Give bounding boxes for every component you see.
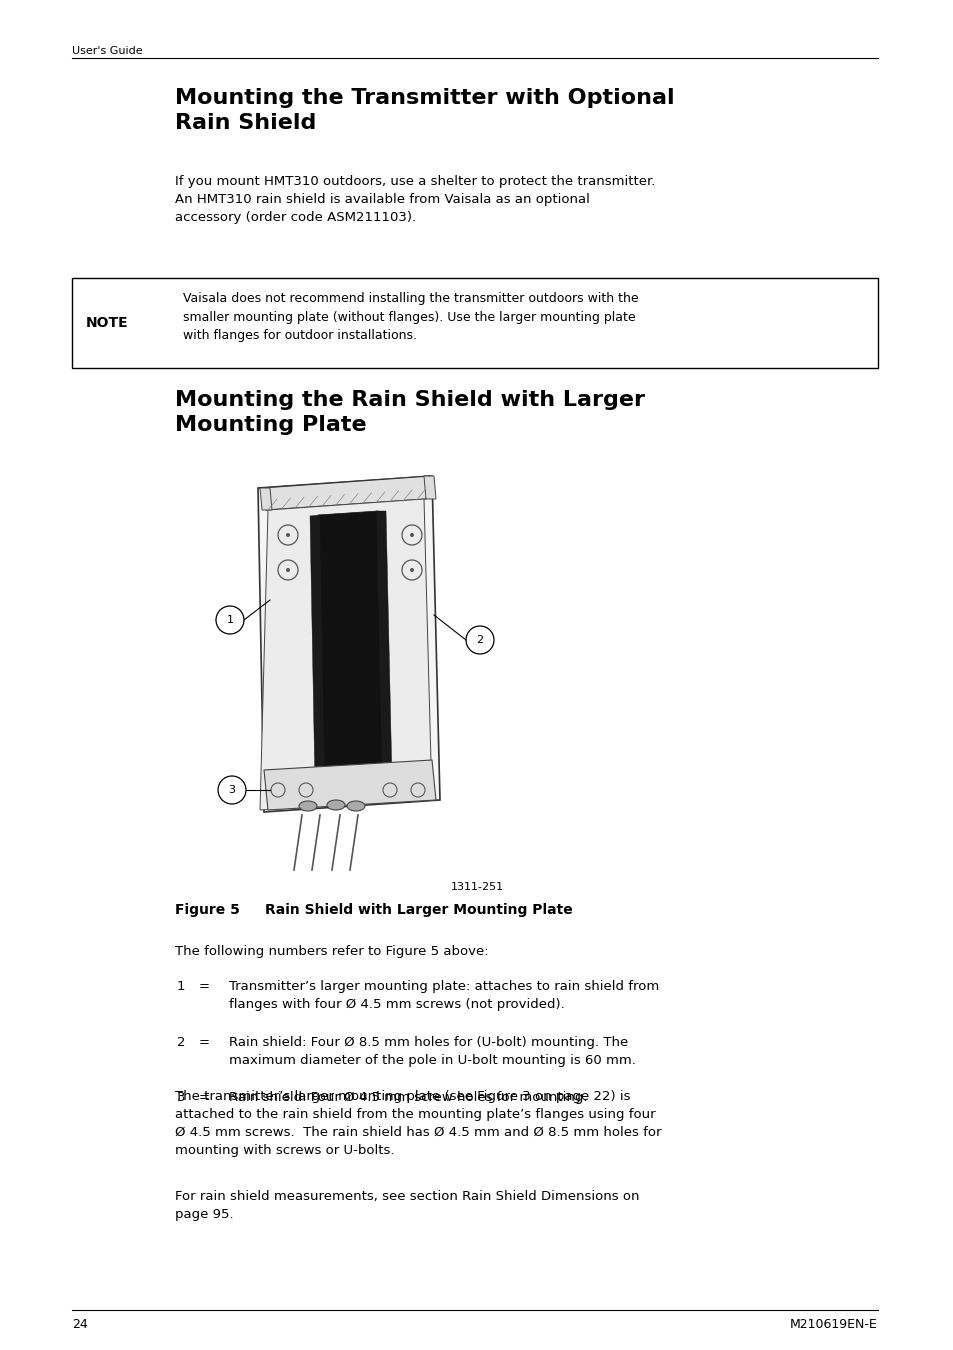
Bar — [71, 278, 877, 369]
Text: =: = — [199, 1091, 210, 1104]
Polygon shape — [262, 477, 430, 510]
Polygon shape — [260, 500, 432, 810]
Text: 3: 3 — [177, 1091, 185, 1104]
Polygon shape — [317, 512, 384, 784]
Text: Figure 5: Figure 5 — [174, 903, 239, 917]
Text: For rain shield measurements, see section Rain Shield Dimensions on
page 95.: For rain shield measurements, see sectio… — [174, 1189, 639, 1220]
Text: M210619EN-E: M210619EN-E — [789, 1318, 877, 1331]
Text: Mounting the Rain Shield with Larger
Mounting Plate: Mounting the Rain Shield with Larger Mou… — [174, 390, 644, 435]
Text: Rain shield: Four Ø 8.5 mm holes for (U-bolt) mounting. The
maximum diameter of : Rain shield: Four Ø 8.5 mm holes for (U-… — [229, 1035, 636, 1066]
Text: If you mount HMT310 outdoors, use a shelter to protect the transmitter.
An HMT31: If you mount HMT310 outdoors, use a shel… — [174, 176, 655, 224]
Text: =: = — [199, 1035, 210, 1049]
Text: 2: 2 — [177, 1035, 185, 1049]
Text: Transmitter’s larger mounting plate: attaches to rain shield from
flanges with f: Transmitter’s larger mounting plate: att… — [229, 980, 659, 1011]
Circle shape — [410, 568, 414, 572]
Polygon shape — [264, 760, 436, 810]
Text: 3: 3 — [229, 784, 235, 795]
Ellipse shape — [298, 801, 316, 811]
Text: 1: 1 — [226, 616, 233, 625]
Ellipse shape — [327, 801, 345, 810]
Text: Rain shield: Four Ø 4.5 mm screw holes for mounting.: Rain shield: Four Ø 4.5 mm screw holes f… — [229, 1091, 587, 1104]
Polygon shape — [310, 514, 325, 784]
Text: Vaisala does not recommend installing the transmitter outdoors with the
smaller : Vaisala does not recommend installing th… — [183, 292, 638, 342]
Text: 1311-251: 1311-251 — [450, 882, 503, 892]
Circle shape — [286, 568, 290, 572]
Polygon shape — [257, 477, 439, 811]
Polygon shape — [260, 487, 272, 510]
Text: =: = — [199, 980, 210, 994]
Text: NOTE: NOTE — [86, 316, 129, 329]
Circle shape — [410, 533, 414, 537]
Text: 24: 24 — [71, 1318, 88, 1331]
Text: 2: 2 — [476, 634, 483, 645]
Text: 1: 1 — [177, 980, 185, 994]
Text: User's Guide: User's Guide — [71, 46, 143, 55]
Polygon shape — [375, 512, 392, 780]
Circle shape — [286, 533, 290, 537]
Ellipse shape — [347, 801, 365, 811]
Polygon shape — [423, 477, 436, 500]
Text: The transmitter’s larger mounting plate (see Figure 3 on page 22) is
attached to: The transmitter’s larger mounting plate … — [174, 1089, 660, 1157]
Text: The following numbers refer to Figure 5 above:: The following numbers refer to Figure 5 … — [174, 945, 488, 958]
Text: Rain Shield with Larger Mounting Plate: Rain Shield with Larger Mounting Plate — [265, 903, 572, 917]
Text: Mounting the Transmitter with Optional
Rain Shield: Mounting the Transmitter with Optional R… — [174, 88, 674, 132]
